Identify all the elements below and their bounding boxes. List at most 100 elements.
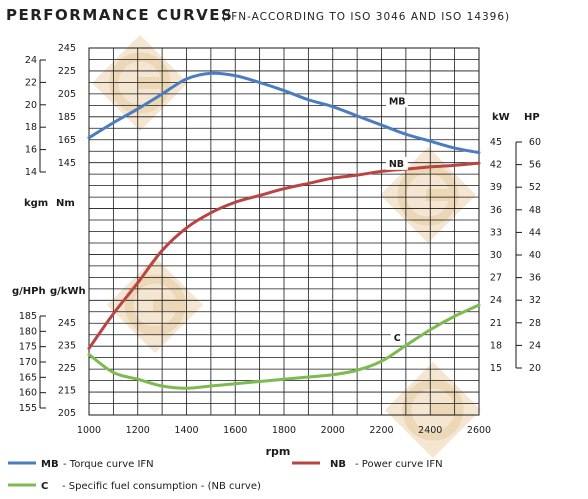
watermark-ring <box>397 164 459 226</box>
legend-key-nb: NB <box>330 459 346 470</box>
x-tick-label: 1000 <box>77 425 101 436</box>
kw-tick-label: 36 <box>490 205 502 216</box>
kgm-tick-label: 20 <box>25 100 37 111</box>
kgm-tick-label: 16 <box>25 145 37 156</box>
kw-tick-label: 30 <box>490 250 502 261</box>
legend-key-mb: MB <box>41 459 59 470</box>
watermark-diamond <box>380 147 476 243</box>
watermark-diamond <box>92 35 188 131</box>
nm-tick-label: 225 <box>58 66 76 77</box>
gkwh-tick-label: 235 <box>58 341 76 352</box>
nm-tick-label: 205 <box>58 89 76 100</box>
annotation-bg <box>385 94 408 108</box>
watermark-ring <box>124 274 186 336</box>
x-tick-label: 1600 <box>223 425 247 436</box>
gkwh-axis-label: g/kWh <box>50 286 86 297</box>
watermark-bar <box>431 404 457 416</box>
legend-text-nb: - Power curve IFN <box>355 459 443 470</box>
ghph-tick-label: 185 <box>19 311 37 322</box>
watermark-diamond <box>385 362 481 458</box>
watermark-bar <box>153 299 179 311</box>
hp-tick-label: 20 <box>529 363 541 374</box>
chart-legend: MB - Torque curve IFN NB - Power curve IFN C… <box>8 459 443 492</box>
chart-axes: 1000 1200 1400 1600 1800 2000 2200 2400 2600 145 1… <box>12 43 541 436</box>
kgm-tick-label: 22 <box>25 77 37 88</box>
watermark-logo-0 <box>92 35 188 131</box>
gkwh-tick-label: 215 <box>58 386 76 397</box>
kw-tick-label: 45 <box>490 137 502 148</box>
watermark-bar <box>138 77 164 89</box>
x-axis-label: rpm <box>266 445 291 458</box>
legend-key-c: C <box>41 481 48 492</box>
plot-frame <box>88 47 480 416</box>
hp-tick-label: 44 <box>529 227 541 238</box>
nm-tick-label: 185 <box>58 112 76 123</box>
ghph-tick-label: 175 <box>19 342 37 353</box>
hp-tick-label: 60 <box>529 137 541 148</box>
kgm-tick-label: 24 <box>25 55 37 66</box>
ghph-tick-label: 160 <box>19 388 37 399</box>
hp-tick-label: 24 <box>529 340 541 351</box>
gkwh-tick-label: 205 <box>58 408 76 419</box>
kw-tick-label: 24 <box>490 295 502 306</box>
annotation-c: C <box>394 333 401 344</box>
ghph-tick-label: 180 <box>19 326 37 337</box>
x-tick-label: 1200 <box>126 425 150 436</box>
annotation-bg <box>385 156 408 170</box>
watermark-logo-2 <box>107 257 203 353</box>
kw-tick-label: 39 <box>490 182 502 193</box>
ghph-tick-label: 165 <box>19 372 37 383</box>
hp-tick-label: 32 <box>529 295 541 306</box>
kgm-tick-label: 18 <box>25 122 37 133</box>
chart-title: PERFORMANCE CURVES <box>6 6 233 24</box>
nm-axis-label: Nm <box>56 198 75 209</box>
kgm-axis-label: kgm <box>24 198 48 209</box>
nm-tick-label: 165 <box>58 135 76 146</box>
watermark-diamond <box>107 257 203 353</box>
watermark-ring <box>402 379 464 441</box>
x-tick-label: 2000 <box>321 425 345 436</box>
hp-tick-label: 48 <box>529 205 541 216</box>
ghph-tick-label: 155 <box>19 403 37 414</box>
x-tick-label: 1800 <box>272 425 296 436</box>
legend-text-mb: - Torque curve IFN <box>63 459 154 470</box>
kw-tick-label: 27 <box>490 273 502 284</box>
chart-annotations: MB NB C <box>385 94 408 344</box>
watermark-group <box>92 35 481 458</box>
nm-tick-label: 245 <box>58 43 76 54</box>
x-tick-label: 2600 <box>467 425 491 436</box>
kw-axis-label: kW <box>492 112 510 123</box>
chart-subtitle: (IFN-ACCORDING TO ISO 3046 AND ISO 14396… <box>222 11 510 23</box>
watermark-logo-1 <box>380 147 476 243</box>
hp-tick-label: 28 <box>529 318 541 329</box>
annotation-bg <box>390 331 405 344</box>
x-tick-label: 2200 <box>369 425 393 436</box>
legend-text-c: - Specific fuel consumption - (NB curve) <box>62 481 261 492</box>
series-line-mb <box>87 71 481 155</box>
hp-tick-label: 56 <box>529 160 541 171</box>
annotation-mb: MB <box>389 96 406 107</box>
kw-tick-label: 42 <box>490 160 502 171</box>
x-tick-label: 2400 <box>418 425 442 436</box>
kw-tick-label: 21 <box>490 318 502 329</box>
chart-grid <box>88 47 480 416</box>
watermark-logo-3 <box>385 362 481 458</box>
watermark-bar <box>426 189 452 201</box>
series-line-nb <box>87 161 481 350</box>
kw-tick-label: 33 <box>490 227 502 238</box>
hp-tick-label: 40 <box>529 250 541 261</box>
x-tick-label: 1400 <box>174 425 198 436</box>
hp-axis-label: HP <box>524 112 540 123</box>
kgm-tick-label: 14 <box>25 167 37 178</box>
hp-tick-label: 52 <box>529 182 541 193</box>
kw-tick-label: 18 <box>490 340 502 351</box>
hp-tick-label: 36 <box>529 273 541 284</box>
nm-tick-label: 145 <box>58 158 76 169</box>
kw-tick-label: 15 <box>490 363 502 374</box>
gkwh-tick-label: 225 <box>58 363 76 374</box>
gkwh-tick-label: 245 <box>58 318 76 329</box>
ghph-tick-label: 170 <box>19 357 37 368</box>
series-line-c <box>87 303 481 390</box>
ghph-axis-label: g/HPh <box>12 286 46 297</box>
